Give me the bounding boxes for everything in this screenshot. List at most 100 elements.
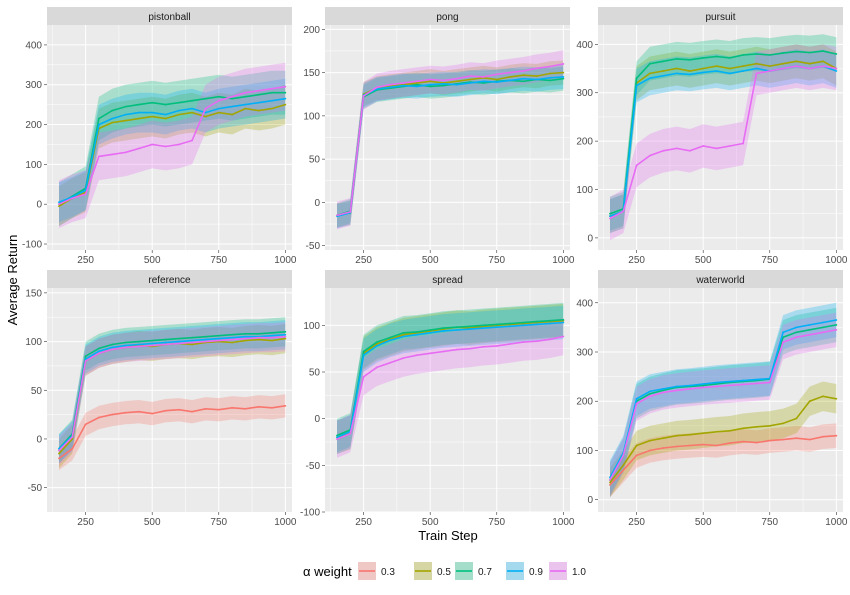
data-point bbox=[376, 366, 378, 369]
data-point bbox=[742, 383, 745, 386]
data-point bbox=[715, 65, 718, 68]
confidence-band-0.5 bbox=[337, 303, 564, 455]
data-point bbox=[204, 335, 207, 338]
data-point bbox=[535, 78, 538, 81]
confidence-band-0.9 bbox=[59, 320, 286, 464]
data-point bbox=[715, 430, 718, 433]
x-tick-label: 750 bbox=[488, 255, 505, 266]
data-point bbox=[662, 74, 665, 77]
data-point bbox=[835, 53, 838, 55]
data-point bbox=[402, 331, 405, 334]
data-point bbox=[164, 338, 167, 341]
data-point bbox=[217, 334, 220, 337]
confidence-band-1.0 bbox=[337, 50, 564, 230]
data-point bbox=[204, 115, 207, 118]
data-point bbox=[755, 425, 758, 428]
data-point bbox=[649, 439, 651, 442]
data-point bbox=[782, 422, 784, 425]
y-tick-label: 0 bbox=[314, 414, 320, 425]
data-point bbox=[609, 484, 611, 486]
data-point bbox=[702, 432, 705, 435]
legend-label: 0.9 bbox=[529, 567, 543, 578]
data-point bbox=[257, 332, 260, 335]
data-point bbox=[835, 434, 838, 437]
data-point bbox=[231, 105, 233, 108]
data-point bbox=[137, 147, 140, 150]
data-point bbox=[482, 76, 485, 78]
data-point bbox=[362, 350, 365, 353]
data-point bbox=[124, 344, 127, 347]
data-point bbox=[649, 62, 651, 65]
data-point bbox=[455, 329, 458, 331]
data-point bbox=[768, 70, 771, 72]
data-point bbox=[742, 440, 745, 443]
data-point bbox=[124, 151, 127, 154]
data-point bbox=[151, 143, 154, 146]
data-point bbox=[688, 149, 691, 152]
data-point bbox=[442, 327, 445, 330]
data-point bbox=[649, 395, 651, 398]
data-point bbox=[204, 407, 207, 410]
data-point bbox=[177, 408, 180, 411]
legend-item-1.0: 1.0 bbox=[549, 562, 586, 580]
data-point bbox=[808, 51, 811, 54]
data-point bbox=[191, 341, 194, 344]
data-point bbox=[822, 395, 824, 398]
data-point bbox=[702, 386, 705, 389]
y-tick-label: 0 bbox=[36, 434, 42, 445]
data-point bbox=[284, 97, 287, 100]
data-point bbox=[649, 77, 651, 80]
data-point bbox=[662, 149, 665, 152]
data-point bbox=[469, 75, 472, 77]
data-point bbox=[728, 57, 731, 59]
x-tick-label: 250 bbox=[628, 255, 645, 266]
data-point bbox=[755, 62, 758, 65]
data-point bbox=[675, 385, 678, 388]
x-tick-label: 1000 bbox=[552, 517, 575, 528]
data-point bbox=[191, 99, 194, 102]
data-point bbox=[442, 79, 445, 82]
data-point bbox=[755, 441, 758, 444]
x-tick-label: 250 bbox=[628, 517, 645, 528]
data-point bbox=[429, 83, 432, 86]
facet-label: pursuit bbox=[705, 12, 735, 23]
data-point bbox=[609, 215, 611, 218]
data-point bbox=[284, 333, 287, 336]
data-point bbox=[336, 214, 338, 217]
x-tick-label: 750 bbox=[210, 517, 227, 528]
data-point bbox=[522, 324, 525, 327]
data-point bbox=[151, 101, 154, 104]
data-point bbox=[429, 80, 432, 83]
data-point bbox=[244, 332, 247, 335]
data-point bbox=[622, 454, 625, 457]
data-point bbox=[495, 326, 498, 329]
data-point bbox=[549, 322, 551, 325]
data-point bbox=[98, 416, 100, 419]
data-point bbox=[822, 50, 824, 53]
data-point bbox=[455, 326, 458, 329]
confidence-band-1.0 bbox=[337, 317, 564, 458]
data-point bbox=[835, 397, 838, 400]
data-point bbox=[217, 337, 220, 340]
data-point bbox=[151, 115, 154, 118]
data-point bbox=[675, 389, 678, 392]
y-tick-label: 100 bbox=[576, 185, 593, 196]
data-point bbox=[822, 60, 824, 63]
data-point bbox=[469, 82, 472, 84]
data-point bbox=[389, 86, 392, 89]
data-point bbox=[562, 63, 565, 65]
confidence-band-0.7 bbox=[337, 66, 564, 228]
data-point bbox=[688, 70, 691, 72]
series-line-0.3 bbox=[609, 434, 837, 486]
data-point bbox=[124, 105, 127, 108]
data-point bbox=[609, 481, 611, 484]
data-point bbox=[244, 95, 247, 98]
data-point bbox=[271, 406, 273, 409]
data-point bbox=[429, 331, 432, 334]
data-point bbox=[562, 76, 565, 78]
x-tick-label: 500 bbox=[695, 517, 712, 528]
series-line-0.5 bbox=[609, 395, 837, 483]
data-point bbox=[429, 78, 432, 81]
data-point bbox=[549, 79, 551, 82]
